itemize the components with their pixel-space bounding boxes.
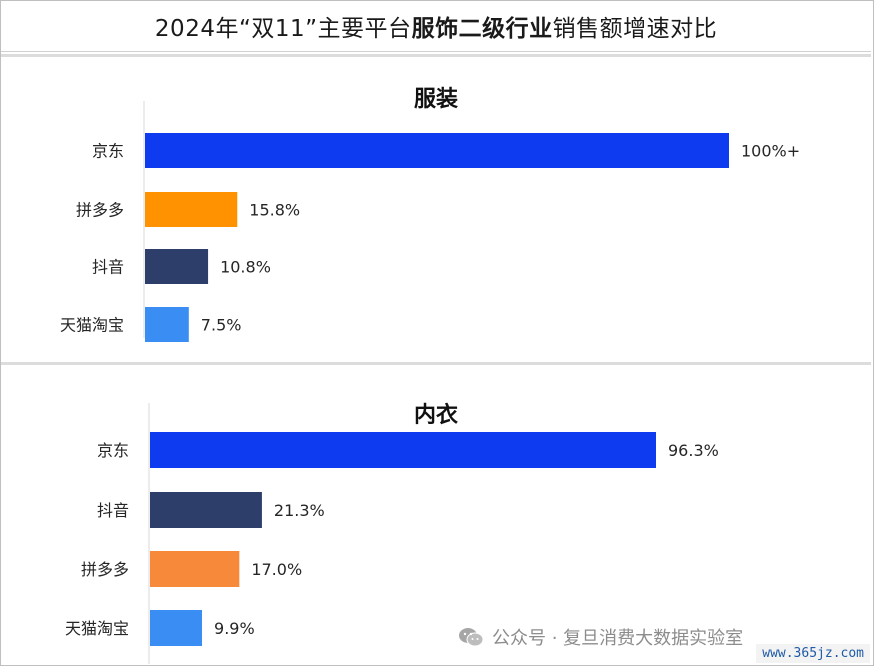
- value-label: 15.8%: [249, 201, 300, 220]
- bar: [145, 249, 209, 284]
- panel-clothing: 服装 京东 100%+ 拼多多 15.8% 抖音 10.8% 天猫淘宝 7.5%: [1, 57, 871, 362]
- title-bold: 服饰二级行业: [411, 16, 553, 42]
- bar: [150, 610, 203, 646]
- bar: [145, 192, 238, 227]
- bar: [150, 551, 240, 587]
- value-label: 21.3%: [274, 501, 325, 520]
- wechat-icon: [459, 628, 484, 647]
- category-label: 拼多多: [76, 201, 124, 220]
- category-label: 天猫淘宝: [60, 316, 124, 335]
- value-label: 17.0%: [251, 560, 302, 579]
- figure-title: 2024年“双11”主要平台 服饰二级行业 销售额增速对比: [1, 1, 871, 52]
- underwear-bar-chart: 京东 96.3% 抖音 21.3% 拼多多 17.0% 天猫淘宝 9.9%: [65, 403, 719, 664]
- panel-title-clothing: 服装: [413, 87, 458, 112]
- category-label: 抖音: [97, 501, 129, 520]
- watermark-text: 公众号 · 复旦消费大数据实验室: [492, 628, 744, 649]
- title-prefix: 2024年“双11”主要平台: [154, 16, 412, 42]
- bar: [150, 492, 262, 528]
- separator-top: [1, 54, 871, 57]
- separator-middle: [1, 362, 871, 365]
- value-label: 96.3%: [668, 441, 719, 460]
- panel-underwear: 内衣 京东 96.3% 抖音 21.3% 拼多多 17.0% 天猫淘宝 9.9%: [1, 365, 871, 664]
- value-label: 7.5%: [201, 316, 242, 335]
- watermark: 公众号 · 复旦消费大数据实验室: [458, 624, 743, 650]
- panel-title-underwear: 内衣: [413, 403, 458, 428]
- category-label: 京东: [97, 441, 129, 460]
- clothing-bar-chart: 京东 100%+ 拼多多 15.8% 抖音 10.8% 天猫淘宝 7.5%: [60, 101, 800, 342]
- bar: [150, 432, 656, 468]
- value-label: 9.9%: [214, 619, 255, 638]
- value-label: 10.8%: [220, 258, 271, 277]
- category-label: 抖音: [92, 258, 124, 277]
- bar: [145, 307, 189, 342]
- category-label: 京东: [92, 142, 124, 161]
- value-label: 100%+: [741, 142, 800, 161]
- bar: [145, 133, 729, 168]
- category-label: 天猫淘宝: [65, 619, 129, 638]
- category-label: 拼多多: [81, 560, 129, 579]
- title-suffix: 销售额增速对比: [552, 16, 718, 42]
- site-label: www.365jz.com: [756, 644, 870, 663]
